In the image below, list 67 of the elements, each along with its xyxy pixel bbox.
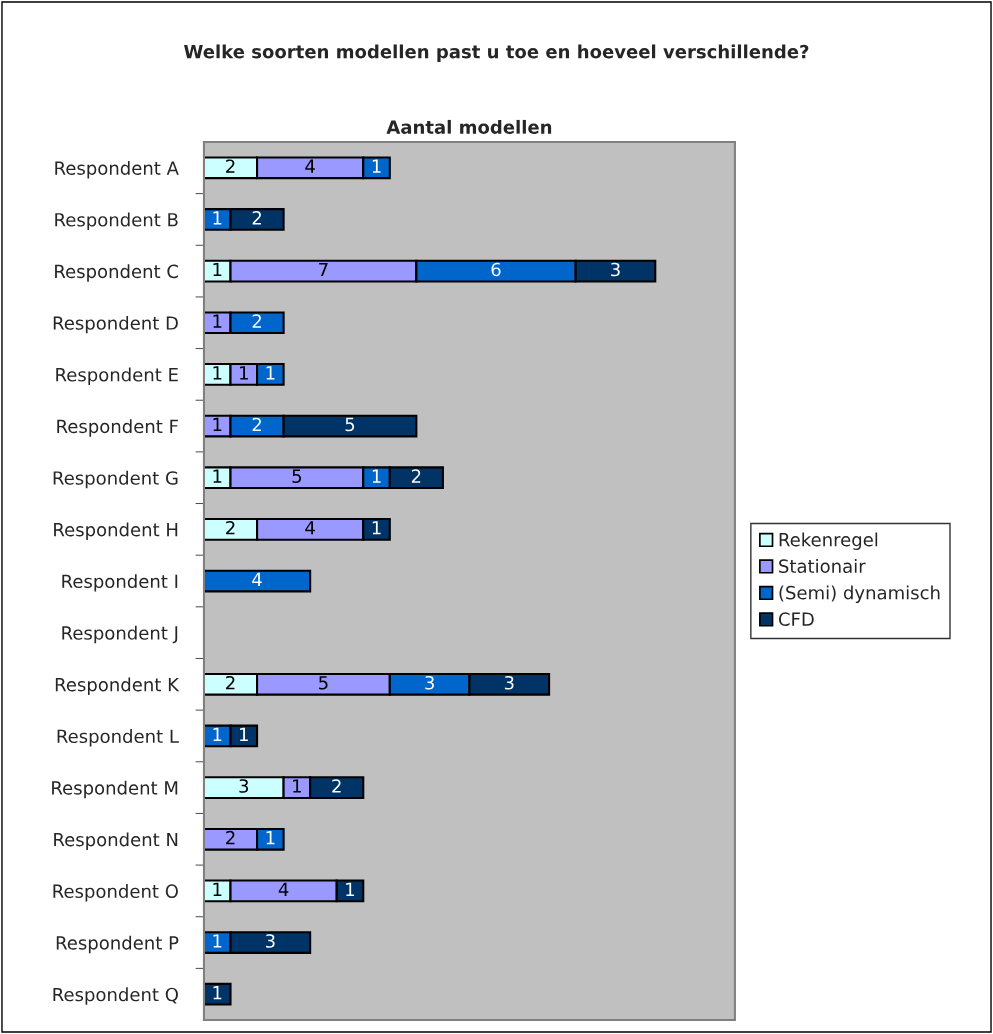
data-label: 1 (372, 159, 381, 173)
data-label: 2 (252, 314, 261, 328)
data-label: 5 (345, 417, 355, 432)
legend-label: Stationair (779, 559, 866, 573)
data-label: 1 (213, 934, 222, 948)
data-label: 1 (372, 521, 381, 535)
bar (203, 982, 232, 1006)
data-label: 3 (611, 262, 620, 277)
data-label: 3 (239, 779, 249, 793)
y-tick-label: Respondent F (57, 419, 178, 437)
data-label: 4 (278, 882, 289, 896)
data-label: 5 (319, 676, 328, 690)
data-label: 1 (240, 366, 248, 380)
y-tick-label: Respondent C (55, 264, 178, 282)
data-label: 2 (226, 830, 235, 845)
y-tick-label: Respondent H (54, 522, 178, 540)
data-label: 3 (425, 675, 434, 690)
y-tick-label: Respondent O (53, 884, 178, 902)
data-label: 1 (240, 727, 248, 741)
data-label: 2 (332, 779, 341, 793)
data-label: 7 (319, 262, 328, 277)
legend-label: Rekenregel (779, 532, 878, 550)
bar (203, 569, 312, 593)
y-tick-label: Respondent D (53, 315, 178, 334)
data-label: 1 (213, 262, 222, 277)
data-label: 1 (213, 417, 222, 432)
y-tick-label: Respondent M (52, 780, 178, 799)
data-label: 1 (213, 882, 222, 896)
data-label: 1 (293, 779, 301, 793)
data-label: 3 (504, 675, 514, 690)
data-label: 1 (213, 366, 222, 380)
data-label: 1 (346, 882, 355, 896)
y-tick-label: Respondent I (62, 574, 178, 592)
y-tick-label: Respondent J (62, 625, 178, 644)
data-label: 2 (226, 520, 235, 535)
legend-label: CFD (778, 612, 814, 626)
data-label: 1 (266, 366, 275, 380)
data-label: 1 (372, 469, 381, 483)
data-label: 2 (411, 469, 421, 483)
data-label: 3 (265, 934, 275, 948)
data-label: 6 (491, 262, 501, 277)
y-tick-label: Respondent E (56, 367, 178, 386)
data-label: 4 (305, 159, 315, 173)
data-label: 2 (226, 675, 235, 690)
y-tick-label: Respondent L (57, 729, 179, 747)
chart-subtitle: Aantal modellen (386, 119, 552, 134)
data-label: 1 (266, 831, 275, 845)
data-label: 1 (213, 986, 222, 1000)
chart-title: Welke soorten modellen past u toe en hoeveel verschillende? (184, 44, 809, 62)
data-label: 1 (213, 727, 222, 741)
y-tick-label: Respondent A (55, 160, 179, 179)
y-tick-label: Respondent P (56, 935, 179, 954)
data-label: 1 (213, 469, 222, 483)
y-tick-label: Respondent B (55, 212, 178, 231)
data-label: 1 (213, 211, 222, 225)
data-label: 2 (252, 211, 261, 225)
data-label: 2 (252, 417, 261, 432)
y-tick-label: Respondent K (55, 677, 180, 695)
y-tick-label: Respondent N (54, 832, 178, 850)
y-tick-label: Respondent Q (53, 987, 178, 1005)
data-label: 2 (226, 159, 235, 173)
legend-label: (Semi) dynamisch (779, 585, 940, 603)
y-tick-label: Respondent G (53, 470, 178, 489)
data-label: 1 (213, 314, 222, 328)
data-label: 4 (305, 521, 315, 535)
data-label: 5 (292, 469, 302, 483)
data-label: 4 (252, 572, 262, 586)
